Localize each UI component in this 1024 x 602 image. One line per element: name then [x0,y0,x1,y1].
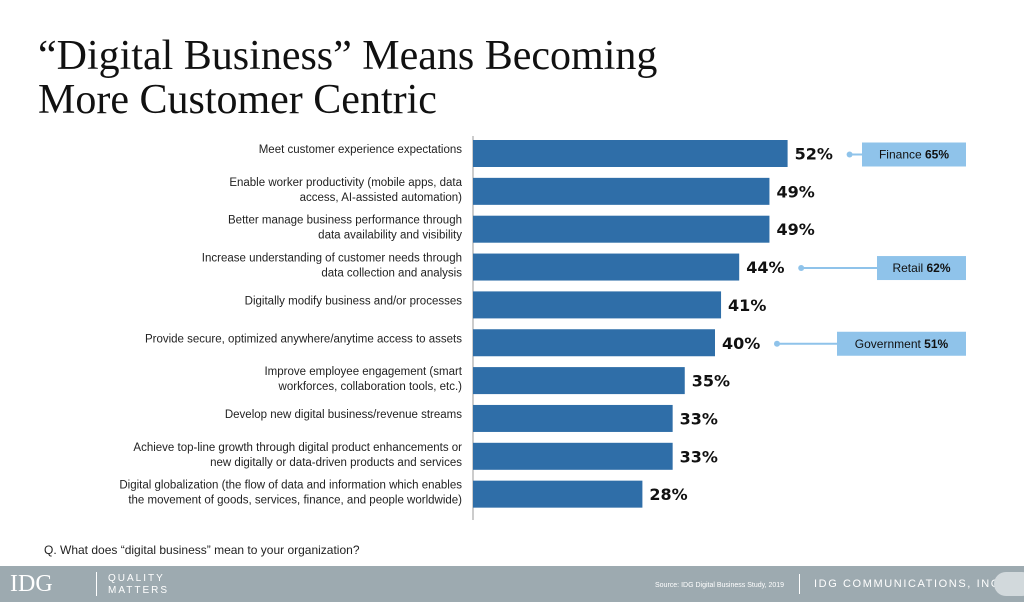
callout-box-0 [862,142,966,167]
bar-chart: 52% Meet customer experience expectations… [119,136,966,520]
corner-tab [994,572,1024,596]
category-label-6: Improve employee engagement (smart workfo… [264,366,462,393]
title-line-1: “Digital Business” Means Becoming [38,33,658,79]
bar-0 [473,140,788,167]
slide-title: “Digital Business” Means Becoming More C… [38,34,838,122]
callout-text-0: Finance 65% [879,148,949,162]
value-label-9: 28% [649,485,687,504]
bar-1 [473,177,770,205]
value-label-8: 33% [680,447,718,466]
footer-divider [799,574,800,594]
value-label-3: 44% [746,258,784,277]
tagline: QUALITY MATTERS [108,573,169,597]
category-label-1: Enable worker productivity (mobile apps,… [229,177,462,204]
category-label-7: Develop new digital business/revenue str… [225,409,462,421]
tagline-line-2: MATTERS [108,585,170,596]
bar-2 [473,215,770,243]
callout-box-2 [837,331,966,356]
value-label-2: 49% [776,220,814,239]
category-label-8: Achieve top-line growth through digital … [133,442,462,469]
idg-logo: IDG [10,571,53,597]
bar-5 [473,329,715,357]
callout-box-1 [877,256,966,281]
value-label-1: 49% [776,182,814,201]
category-label-5: Provide secure, optimized anywhere/anyti… [145,333,462,345]
value-label-4: 41% [728,296,766,315]
value-label-6: 35% [692,372,730,391]
value-label-5: 40% [722,334,760,353]
title-line-2: More Customer Centric [38,77,437,123]
category-label-2: Better manage business performance throu… [228,215,462,242]
logo-divider [96,572,97,596]
survey-question: Q. What does “digital business” mean to … [44,543,360,557]
category-label-0: Meet customer experience expectations [259,144,463,156]
bar-8 [473,442,673,470]
company-name: IDG COMMUNICATIONS, INC. [814,578,1005,590]
category-label-3: Increase understanding of customer needs… [202,253,462,280]
footer-bar: IDG QUALITY MATTERS Source: IDG Digital … [0,566,1024,602]
category-label-4: Digitally modify business and/or process… [245,295,463,307]
callout-text-2: Government 51% [855,337,949,351]
tagline-line-1: QUALITY [108,573,165,584]
bar-3 [473,253,740,281]
bar-7 [473,404,673,432]
category-label-9: Digital globalization (the flow of data … [119,480,462,507]
value-label-7: 33% [680,409,718,428]
value-label-0: 52% [795,145,833,164]
bar-6 [473,367,685,395]
bar-9 [473,480,643,508]
bar-4 [473,291,722,319]
callout-text-1: Retail 62% [892,261,950,275]
source-note: Source: IDG Digital Business Study, 2019 [655,582,785,589]
